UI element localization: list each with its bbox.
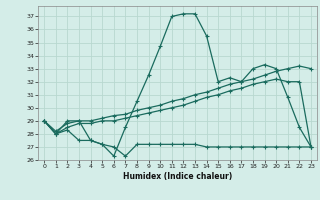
X-axis label: Humidex (Indice chaleur): Humidex (Indice chaleur) [123, 172, 232, 181]
